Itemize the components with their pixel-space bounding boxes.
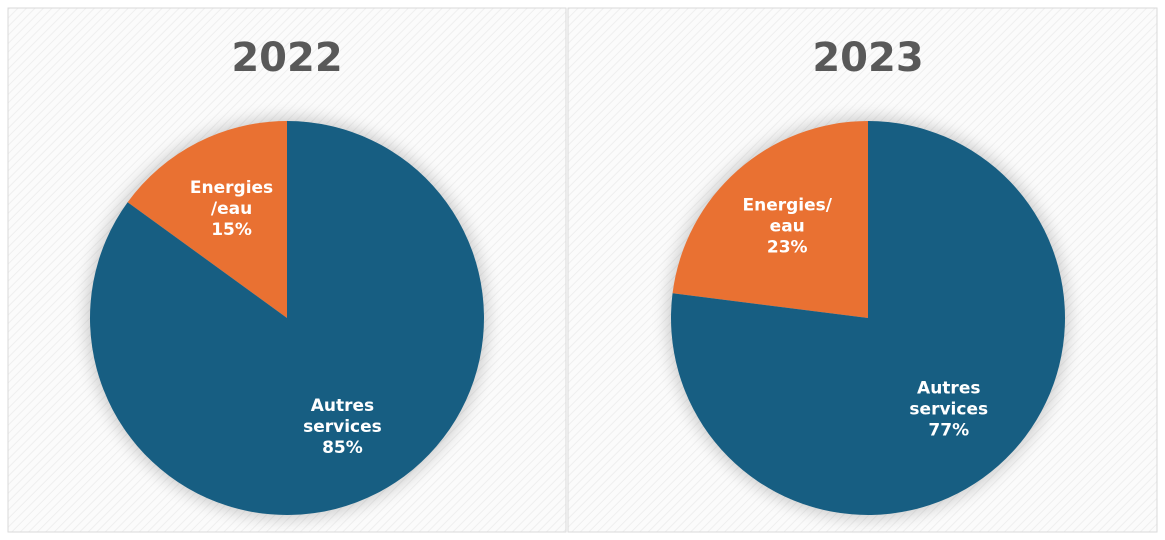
slice-name: Autres services	[303, 396, 382, 437]
slice-value-label: 85%	[322, 438, 363, 458]
pie-slice	[671, 121, 1065, 515]
chart-title: 2022	[231, 35, 342, 81]
chart-title: 2023	[812, 35, 923, 81]
pie-slice	[127, 121, 287, 318]
slice-value-label: 77%	[928, 421, 969, 441]
slice-name: Energies/eau	[190, 178, 273, 219]
pie-slice	[672, 121, 868, 318]
slice-value-label: 15%	[211, 220, 252, 240]
slice-name: Autres services	[909, 379, 988, 420]
pie-slice	[90, 121, 485, 515]
slice-value-label: 23%	[767, 237, 808, 257]
slice-name: Energies/eau	[742, 195, 832, 236]
